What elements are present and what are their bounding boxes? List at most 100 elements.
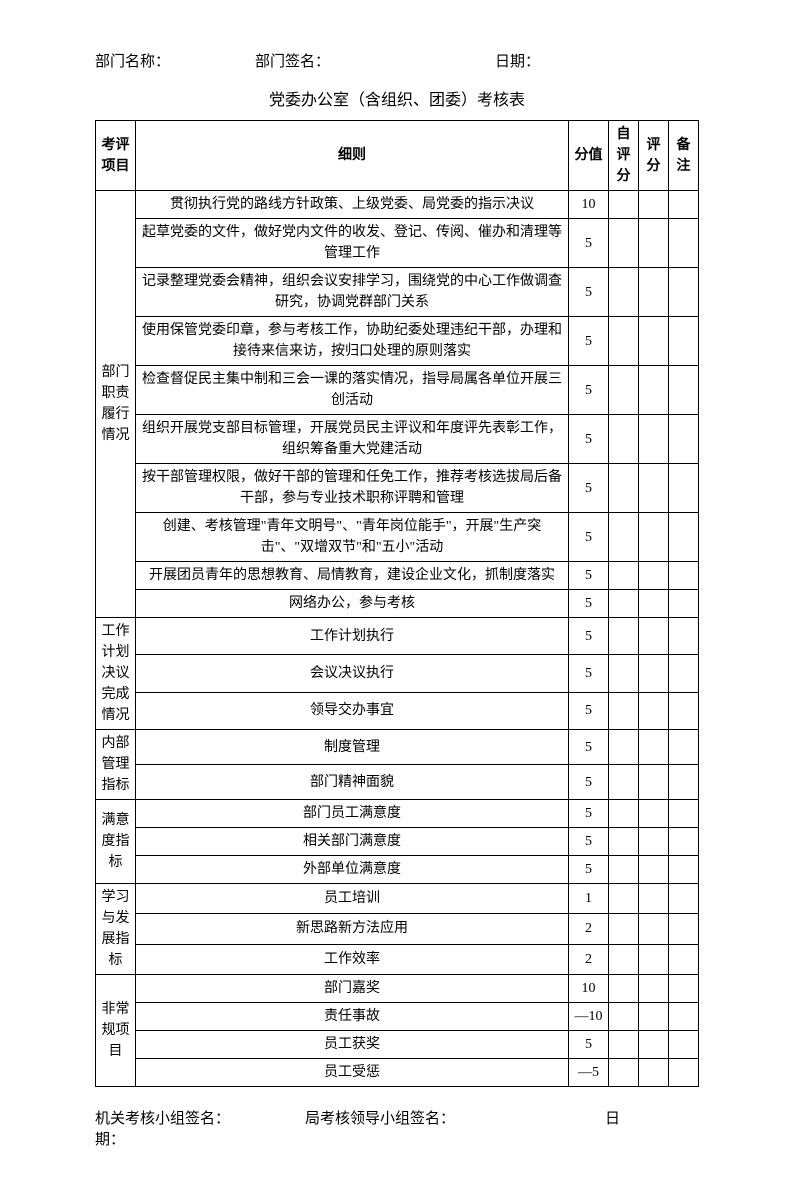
table-row: 责任事故—10 — [96, 1003, 699, 1031]
assessment-table: 考评项目 细则 分值 自评分 评分 备注 部门职责履行情况贯彻执行党的路线方针政… — [95, 120, 699, 1087]
empty-cell — [609, 618, 639, 655]
detail-cell: 员工受惩 — [136, 1059, 569, 1087]
category-cell: 学习与发展指标 — [96, 884, 136, 975]
empty-cell — [669, 730, 699, 765]
table-row: 学习与发展指标员工培训1 — [96, 884, 699, 914]
header-fields: 部门名称： 部门签名： 日期： — [95, 50, 699, 71]
table-row: 员工获奖5 — [96, 1031, 699, 1059]
col-self-score: 自评分 — [609, 121, 639, 191]
detail-cell: 工作效率 — [136, 944, 569, 974]
empty-cell — [609, 884, 639, 914]
empty-cell — [609, 366, 639, 415]
empty-cell — [669, 1003, 699, 1031]
score-cell: 5 — [569, 317, 609, 366]
empty-cell — [639, 513, 669, 562]
score-cell: 5 — [569, 1031, 609, 1059]
table-row: 组织开展党支部目标管理，开展党员民主评议和年度评先表彰工作，组织筹备重大党建活动… — [96, 415, 699, 464]
empty-cell — [639, 191, 669, 219]
empty-cell — [609, 765, 639, 800]
footer-fields: 机关考核小组签名： 局考核领导小组签名： 日 — [95, 1107, 699, 1128]
detail-cell: 新思路新方法应用 — [136, 914, 569, 944]
detail-cell: 员工获奖 — [136, 1031, 569, 1059]
table-row: 按干部管理权限，做好干部的管理和任免工作，推荐考核选拔局后备干部，参与专业技术职… — [96, 464, 699, 513]
empty-cell — [669, 975, 699, 1003]
score-cell: 5 — [569, 415, 609, 464]
table-row: 起草党委的文件，做好党内文件的收发、登记、传阅、催办和清理等管理工作5 — [96, 219, 699, 268]
empty-cell — [639, 1031, 669, 1059]
empty-cell — [639, 618, 669, 655]
score-cell: 5 — [569, 828, 609, 856]
empty-cell — [669, 800, 699, 828]
detail-cell: 部门精神面貌 — [136, 765, 569, 800]
detail-cell: 部门嘉奖 — [136, 975, 569, 1003]
table-row: 新思路新方法应用2 — [96, 914, 699, 944]
empty-cell — [609, 828, 639, 856]
empty-cell — [669, 415, 699, 464]
empty-cell — [639, 975, 669, 1003]
score-cell: 5 — [569, 268, 609, 317]
table-row: 内部管理指标制度管理5 — [96, 730, 699, 765]
empty-cell — [609, 1003, 639, 1031]
footer-date-label2: 期： — [95, 1128, 699, 1149]
detail-cell: 责任事故 — [136, 1003, 569, 1031]
empty-cell — [609, 268, 639, 317]
detail-cell: 相关部门满意度 — [136, 828, 569, 856]
score-cell: 5 — [569, 692, 609, 729]
table-row: 员工受惩—5 — [96, 1059, 699, 1087]
detail-cell: 检查督促民主集中制和三会一课的落实情况，指导局属各单位开展三创活动 — [136, 366, 569, 415]
table-row: 记录整理党委会精神，组织会议安排学习，围绕党的中心工作做调查研究，协调党群部门关… — [96, 268, 699, 317]
empty-cell — [609, 730, 639, 765]
empty-cell — [639, 944, 669, 974]
empty-cell — [609, 590, 639, 618]
detail-cell: 外部单位满意度 — [136, 856, 569, 884]
empty-cell — [669, 618, 699, 655]
table-row: 部门职责履行情况贯彻执行党的路线方针政策、上级党委、局党委的指示决议10 — [96, 191, 699, 219]
table-row: 领导交办事宜5 — [96, 692, 699, 729]
empty-cell — [669, 590, 699, 618]
table-row: 使用保管党委印章，参与考核工作，协助纪委处理违纪干部，办理和接待来信来访，按归口… — [96, 317, 699, 366]
detail-cell: 网络办公，参与考核 — [136, 590, 569, 618]
empty-cell — [669, 828, 699, 856]
empty-cell — [639, 914, 669, 944]
date-label: 日期： — [495, 50, 540, 71]
empty-cell — [609, 1059, 639, 1087]
detail-cell: 领导交办事宜 — [136, 692, 569, 729]
empty-cell — [669, 366, 699, 415]
empty-cell — [609, 219, 639, 268]
empty-cell — [609, 800, 639, 828]
score-cell: 5 — [569, 856, 609, 884]
empty-cell — [639, 268, 669, 317]
empty-cell — [639, 562, 669, 590]
empty-cell — [639, 856, 669, 884]
empty-cell — [669, 944, 699, 974]
score-cell: 10 — [569, 975, 609, 1003]
score-cell: 5 — [569, 765, 609, 800]
empty-cell — [669, 856, 699, 884]
dept-name-label: 部门名称： — [95, 50, 255, 71]
dept-sign-label: 部门签名： — [255, 50, 495, 71]
empty-cell — [609, 856, 639, 884]
empty-cell — [639, 464, 669, 513]
empty-cell — [639, 884, 669, 914]
empty-cell — [669, 655, 699, 692]
table-row: 工作计划决议完成情况工作计划执行5 — [96, 618, 699, 655]
score-cell: 10 — [569, 191, 609, 219]
col-category: 考评项目 — [96, 121, 136, 191]
empty-cell — [639, 765, 669, 800]
detail-cell: 按干部管理权限，做好干部的管理和任免工作，推荐考核选拔局后备干部，参与专业技术职… — [136, 464, 569, 513]
detail-cell: 工作计划执行 — [136, 618, 569, 655]
empty-cell — [639, 800, 669, 828]
score-cell: 5 — [569, 800, 609, 828]
score-cell: 2 — [569, 944, 609, 974]
score-cell: 5 — [569, 464, 609, 513]
detail-cell: 开展团员青年的思想教育、局情教育，建设企业文化，抓制度落实 — [136, 562, 569, 590]
col-eval-score: 评分 — [639, 121, 669, 191]
empty-cell — [669, 562, 699, 590]
detail-cell: 制度管理 — [136, 730, 569, 765]
detail-cell: 贯彻执行党的路线方针政策、上级党委、局党委的指示决议 — [136, 191, 569, 219]
table-row: 工作效率2 — [96, 944, 699, 974]
score-cell: 5 — [569, 513, 609, 562]
detail-cell: 会议决议执行 — [136, 655, 569, 692]
agency-sign-label: 机关考核小组签名： — [95, 1107, 305, 1128]
category-cell: 非常规项目 — [96, 975, 136, 1087]
